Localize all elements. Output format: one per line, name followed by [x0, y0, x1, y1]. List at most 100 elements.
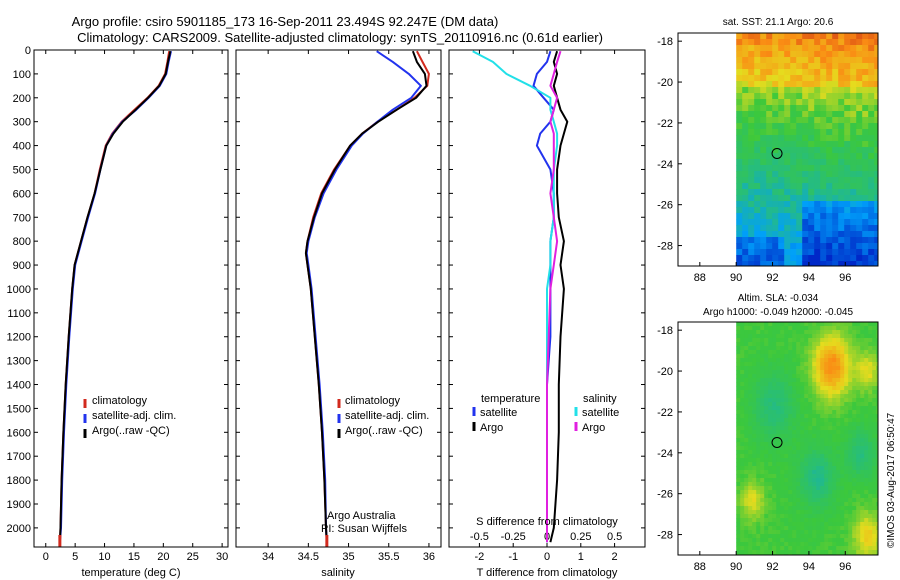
difference-axes-frame: [448, 49, 646, 548]
map-cell: [796, 510, 801, 515]
map-cell: [800, 398, 805, 403]
map-cell: [874, 39, 879, 46]
map-cell: [826, 105, 833, 112]
map-cell: [796, 350, 801, 355]
map-cell: [800, 502, 805, 507]
map-cell: [832, 129, 839, 136]
map-cell: [772, 141, 779, 148]
map-cell: [808, 486, 813, 491]
map-cell: [772, 117, 779, 124]
map-cell: [852, 410, 857, 415]
map-cell: [796, 129, 803, 136]
map-cell: [776, 426, 781, 431]
map-cell: [742, 195, 749, 202]
map-cell: [840, 406, 845, 411]
map-cell: [868, 542, 873, 547]
y-tick-label: 1200: [7, 332, 31, 344]
map-cell: [812, 550, 817, 555]
map-cell: [760, 518, 765, 523]
map-cell: [824, 538, 829, 543]
map-cell: [804, 466, 809, 471]
map-cell: [820, 490, 825, 495]
map-cell: [872, 450, 877, 455]
map-cell: [852, 338, 857, 343]
map-cell: [826, 183, 833, 190]
map-cell: [736, 99, 743, 106]
map-cell: [796, 171, 803, 178]
map-cell: [844, 350, 849, 355]
map-cell: [840, 502, 845, 507]
map-cell: [740, 534, 745, 539]
map-cell: [864, 462, 869, 467]
map-cell: [828, 514, 833, 519]
map-cell: [768, 394, 773, 399]
map-cell: [826, 57, 833, 64]
map-cell: [820, 57, 827, 64]
map-cell: [764, 490, 769, 495]
map-cell: [874, 111, 879, 118]
map-cell: [876, 366, 879, 371]
map-cell: [776, 526, 781, 531]
map-cell: [736, 261, 743, 267]
map-cell: [838, 261, 845, 267]
map-cell: [808, 159, 815, 166]
map-cell: [802, 141, 809, 148]
map-cell: [752, 502, 757, 507]
map-cell: [816, 450, 821, 455]
map-cell: [862, 117, 869, 124]
map-cell: [788, 542, 793, 547]
map-cell: [772, 382, 777, 387]
map-cell: [802, 195, 809, 202]
map-cell: [840, 538, 845, 543]
map-cell: [796, 378, 801, 383]
map-cell: [844, 390, 849, 395]
y-tick-label: 0: [25, 45, 31, 57]
map-cell: [780, 394, 785, 399]
map-cell: [836, 522, 841, 527]
map-cell: [784, 69, 791, 76]
map-cell: [772, 243, 779, 250]
map-cell: [752, 322, 757, 327]
map-cell: [844, 442, 849, 447]
map-cell: [752, 446, 757, 451]
map-cell: [836, 458, 841, 463]
map-cell: [802, 33, 809, 40]
map-cell: [784, 330, 789, 335]
map-cell: [874, 177, 879, 184]
map-cell: [772, 183, 779, 190]
map-cell: [790, 147, 797, 154]
map-cell: [848, 546, 853, 551]
map-cell: [824, 534, 829, 539]
map-cell: [852, 414, 857, 419]
map-cell: [768, 526, 773, 531]
map-cell: [784, 334, 789, 339]
map-cell: [848, 550, 853, 555]
map-cell: [756, 442, 761, 447]
map-cell: [788, 530, 793, 535]
map-cell: [852, 358, 857, 363]
map-cell: [790, 159, 797, 166]
map-cell: [828, 362, 833, 367]
map-cell: [760, 69, 767, 76]
map-cell: [804, 350, 809, 355]
map-cell: [736, 354, 741, 359]
map-cell: [792, 414, 797, 419]
map-cell: [772, 374, 777, 379]
map-cell: [852, 510, 857, 515]
map-cell: [776, 342, 781, 347]
map-cell: [776, 550, 781, 555]
map-cell: [832, 462, 837, 467]
map-cell: [802, 87, 809, 94]
map-cell: [840, 530, 845, 535]
map-cell: [772, 414, 777, 419]
map-cell: [740, 338, 745, 343]
map-cell: [764, 458, 769, 463]
map-cell: [856, 374, 861, 379]
map-cell: [820, 219, 827, 226]
map-cell: [776, 466, 781, 471]
map-cell: [740, 450, 745, 455]
map-cell: [760, 370, 765, 375]
map-cell: [796, 470, 801, 475]
map-cell: [824, 370, 829, 375]
map-cell: [844, 207, 851, 214]
